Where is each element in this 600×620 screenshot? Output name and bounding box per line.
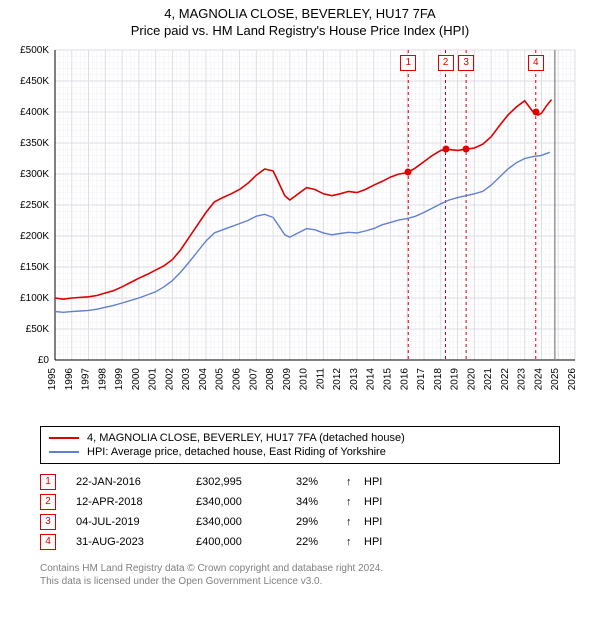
price-chart-svg: £0 £50K £100K £150K £200K £250K £300K £350K £400… xyxy=(0,40,600,420)
sale-delta: 32% xyxy=(296,476,346,488)
sale-date: 31-AUG-2023 xyxy=(76,536,196,548)
table-row: 1 22-JAN-2016 £302,995 32% ↑ HPI xyxy=(40,472,560,492)
svg-text:2006: 2006 xyxy=(232,367,243,390)
svg-text:£0: £0 xyxy=(38,355,50,366)
svg-text:1998: 1998 xyxy=(97,367,108,390)
svg-text:£400K: £400K xyxy=(20,107,49,118)
arrow-up-icon: ↑ xyxy=(346,516,364,528)
sale-price: £340,000 xyxy=(196,496,296,508)
svg-text:2026: 2026 xyxy=(567,367,578,390)
svg-text:2001: 2001 xyxy=(148,367,159,390)
sale-marker-icon: 3 xyxy=(40,514,56,530)
legend-swatch-hpi xyxy=(49,451,79,453)
svg-text:1995: 1995 xyxy=(47,367,58,390)
svg-text:£500K: £500K xyxy=(20,45,49,56)
svg-text:2016: 2016 xyxy=(399,367,410,390)
svg-text:£50K: £50K xyxy=(26,324,50,335)
svg-text:2014: 2014 xyxy=(366,367,377,390)
legend: 4, MAGNOLIA CLOSE, BEVERLEY, HU17 7FA (d… xyxy=(40,426,560,464)
attribution: Contains HM Land Registry data © Crown c… xyxy=(40,562,560,588)
svg-text:2009: 2009 xyxy=(282,367,293,390)
sale-ref: HPI xyxy=(364,516,382,528)
arrow-up-icon: ↑ xyxy=(346,536,364,548)
attribution-line2: This data is licensed under the Open Gov… xyxy=(40,575,560,588)
sale-delta: 34% xyxy=(296,496,346,508)
svg-text:2008: 2008 xyxy=(265,367,276,390)
svg-text:2020: 2020 xyxy=(466,367,477,390)
svg-text:£250K: £250K xyxy=(20,200,49,211)
arrow-up-icon: ↑ xyxy=(346,476,364,488)
svg-text:2025: 2025 xyxy=(550,367,561,390)
legend-swatch-property xyxy=(49,437,79,439)
sale-marker-icon: 2 xyxy=(438,55,454,71)
svg-text:£450K: £450K xyxy=(20,76,49,87)
sale-price: £340,000 xyxy=(196,516,296,528)
sale-marker-icon: 3 xyxy=(458,55,474,71)
attribution-line1: Contains HM Land Registry data © Crown c… xyxy=(40,562,560,575)
sale-marker-icon: 2 xyxy=(40,494,56,510)
table-row: 2 12-APR-2018 £340,000 34% ↑ HPI xyxy=(40,492,560,512)
svg-text:£200K: £200K xyxy=(20,231,49,242)
arrow-up-icon: ↑ xyxy=(346,496,364,508)
svg-text:2007: 2007 xyxy=(248,367,259,390)
svg-text:2010: 2010 xyxy=(299,367,310,390)
sale-price: £400,000 xyxy=(196,536,296,548)
svg-text:2024: 2024 xyxy=(533,367,544,390)
sale-ref: HPI xyxy=(364,496,382,508)
svg-text:2004: 2004 xyxy=(198,367,209,390)
table-row: 3 04-JUL-2019 £340,000 29% ↑ HPI xyxy=(40,512,560,532)
svg-text:2021: 2021 xyxy=(483,367,494,390)
svg-text:2015: 2015 xyxy=(382,367,393,390)
svg-text:2012: 2012 xyxy=(332,367,343,390)
chart-container: 4, MAGNOLIA CLOSE, BEVERLEY, HU17 7FA Pr… xyxy=(0,0,600,588)
legend-label-hpi: HPI: Average price, detached house, East… xyxy=(87,446,386,458)
svg-text:2018: 2018 xyxy=(433,367,444,390)
title-address: 4, MAGNOLIA CLOSE, BEVERLEY, HU17 7FA xyxy=(0,6,600,23)
svg-text:2022: 2022 xyxy=(500,367,511,390)
sale-dot-icon xyxy=(405,168,412,175)
sale-marker-icon: 4 xyxy=(528,55,544,71)
svg-text:2019: 2019 xyxy=(450,367,461,390)
sale-date: 04-JUL-2019 xyxy=(76,516,196,528)
table-row: 4 31-AUG-2023 £400,000 22% ↑ HPI xyxy=(40,532,560,552)
title-subtitle: Price paid vs. HM Land Registry's House … xyxy=(0,23,600,40)
sale-ref: HPI xyxy=(364,476,382,488)
sale-delta: 29% xyxy=(296,516,346,528)
svg-text:2013: 2013 xyxy=(349,367,360,390)
legend-item-property: 4, MAGNOLIA CLOSE, BEVERLEY, HU17 7FA (d… xyxy=(49,431,551,445)
svg-text:£100K: £100K xyxy=(20,293,49,304)
svg-text:1997: 1997 xyxy=(81,367,92,390)
svg-text:2011: 2011 xyxy=(315,367,326,389)
svg-text:1999: 1999 xyxy=(114,367,125,390)
svg-text:1996: 1996 xyxy=(64,367,75,390)
svg-text:£150K: £150K xyxy=(20,262,49,273)
sale-dot-icon xyxy=(532,108,539,115)
svg-text:2005: 2005 xyxy=(215,367,226,390)
sale-date: 22-JAN-2016 xyxy=(76,476,196,488)
svg-text:2000: 2000 xyxy=(131,367,142,390)
sale-delta: 22% xyxy=(296,536,346,548)
svg-text:2003: 2003 xyxy=(181,367,192,390)
sale-dot-icon xyxy=(442,145,449,152)
svg-text:£350K: £350K xyxy=(20,138,49,149)
svg-text:2002: 2002 xyxy=(164,367,175,390)
sale-date: 12-APR-2018 xyxy=(76,496,196,508)
chart-plot-area: £0 £50K £100K £150K £200K £250K £300K £350K £400… xyxy=(0,40,600,420)
sale-marker-icon: 1 xyxy=(400,55,416,71)
sale-price: £302,995 xyxy=(196,476,296,488)
chart-titles: 4, MAGNOLIA CLOSE, BEVERLEY, HU17 7FA Pr… xyxy=(0,0,600,40)
sales-table: 1 22-JAN-2016 £302,995 32% ↑ HPI 2 12-AP… xyxy=(40,472,560,552)
sale-ref: HPI xyxy=(364,536,382,548)
sale-marker-icon: 4 xyxy=(40,534,56,550)
legend-label-property: 4, MAGNOLIA CLOSE, BEVERLEY, HU17 7FA (d… xyxy=(87,432,405,444)
sale-dot-icon xyxy=(463,145,470,152)
sale-marker-icon: 1 xyxy=(40,474,56,490)
svg-text:2023: 2023 xyxy=(517,367,528,390)
legend-item-hpi: HPI: Average price, detached house, East… xyxy=(49,445,551,459)
svg-text:£300K: £300K xyxy=(20,169,49,180)
svg-text:2017: 2017 xyxy=(416,367,427,390)
